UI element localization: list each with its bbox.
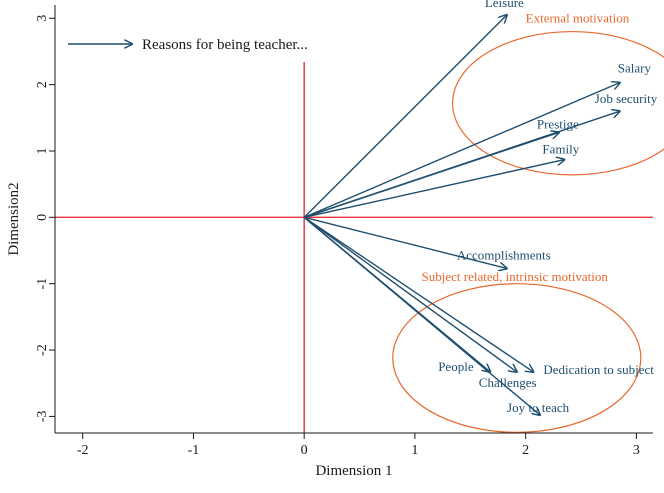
y-tick-label: 2 — [35, 81, 50, 88]
vector-label-accomplishments: Accomplishments — [457, 247, 551, 262]
vector-label-prestige: Prestige — [537, 116, 579, 131]
vector-joy-to-teach — [303, 216, 540, 415]
vector-challenges — [303, 216, 517, 372]
legend-label: Reasons for being teacher... — [142, 37, 308, 53]
vector-label-salary: Salary — [618, 61, 652, 76]
vector-label-dedication-to-subject: Dedication to subject — [543, 362, 654, 377]
vector-label-joy-to-teach: Joy to teach — [507, 400, 570, 415]
y-tick-label: 0 — [35, 214, 50, 221]
y-tick-label: -3 — [35, 411, 50, 423]
x-tick-label: -2 — [77, 443, 89, 458]
x-tick-label: 0 — [301, 443, 308, 458]
vector-label-challenges: Challenges — [479, 375, 537, 390]
vector-dedication-to-subject — [303, 216, 533, 372]
y-axis-title: Dimension2 — [6, 182, 22, 255]
vector-accomplishments — [303, 216, 507, 268]
cluster-label-2: Subject related, intrinsic motivation — [422, 269, 609, 284]
vector-prestige — [303, 132, 559, 219]
vector-label-job-security: Job security — [595, 91, 658, 106]
x-tick-label: 3 — [633, 443, 640, 458]
legend: Reasons for being teacher... — [68, 37, 308, 53]
x-tick-label: 2 — [522, 443, 529, 458]
y-tick-label: -2 — [35, 344, 50, 356]
x-tick-label: 1 — [411, 443, 418, 458]
cluster-circle-2 — [392, 283, 642, 433]
vector-salary — [303, 83, 620, 218]
vector-leisure — [303, 15, 507, 218]
x-tick-label: -1 — [188, 443, 200, 458]
cluster-circle-1 — [451, 30, 664, 176]
y-tick-label: 1 — [35, 147, 50, 154]
vector-label-people: People — [438, 359, 474, 374]
vector-family — [304, 160, 564, 219]
x-axis-title: Dimension 1 — [315, 463, 392, 479]
plot-area: Leisure Salary Job security Prestige Family A… — [55, 0, 664, 433]
y-tick-label: -1 — [35, 278, 50, 290]
y-tick-label: 3 — [35, 15, 50, 22]
vector-label-family: Family — [542, 142, 579, 157]
axes: -2 -1 0 1 2 3 -3 -2 -1 0 1 2 3 Dimension 1 Dimension2 — [6, 5, 653, 479]
cluster-label-1: External motivation — [526, 10, 630, 25]
vector-label-leisure: Leisure — [485, 0, 524, 10]
